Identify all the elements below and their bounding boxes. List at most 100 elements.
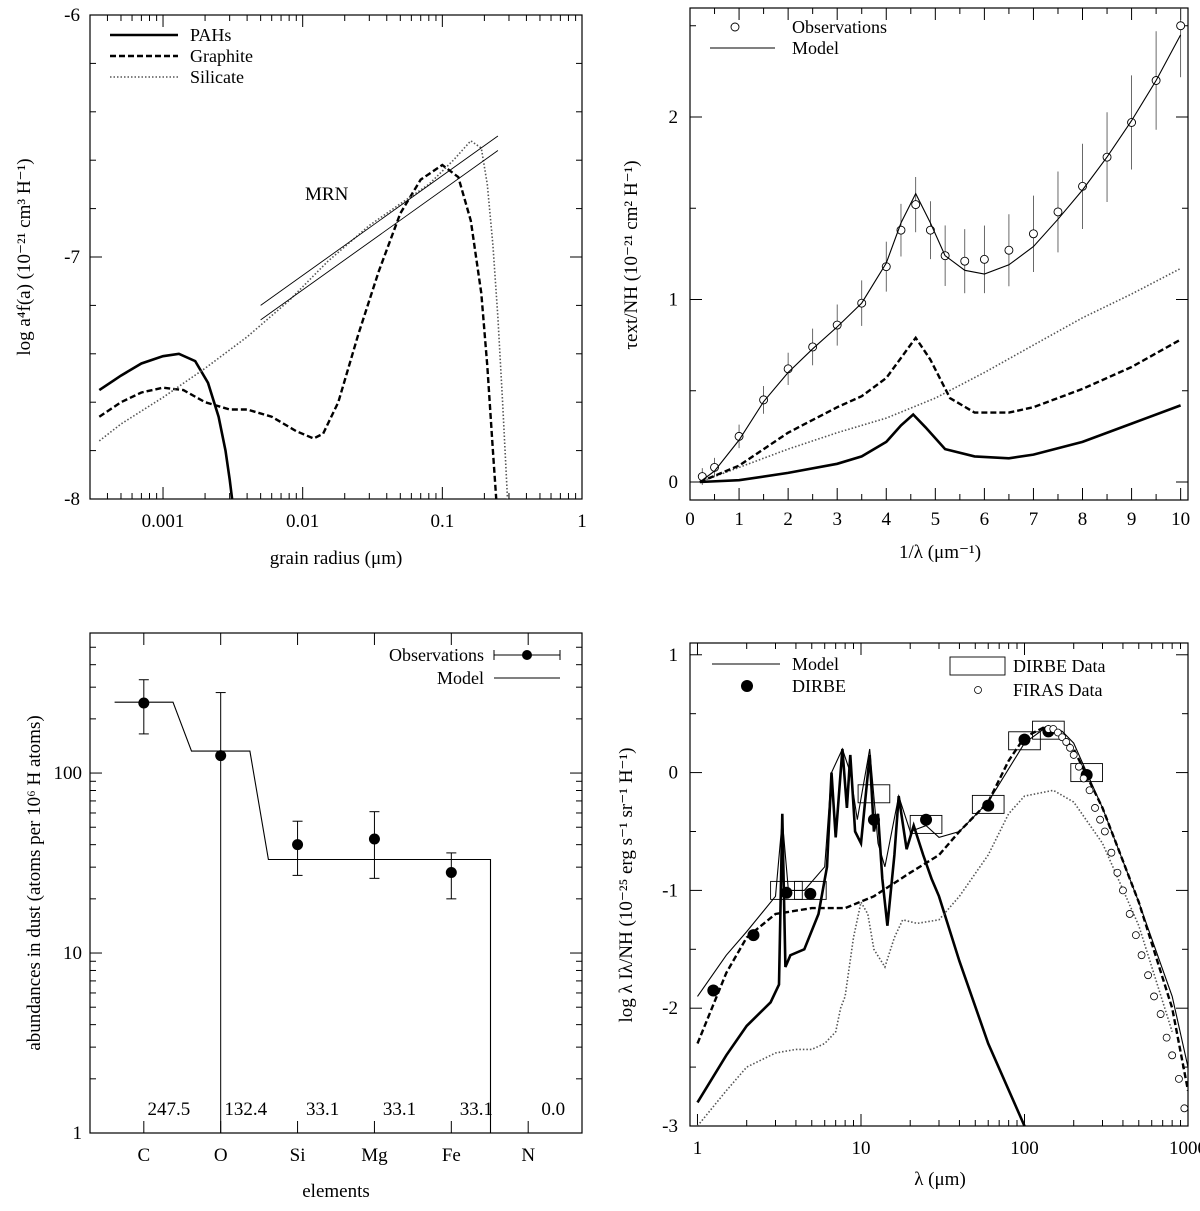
- series-group: [98, 135, 509, 499]
- x-tick-label: 8: [1078, 509, 1088, 530]
- dirbe-point: [920, 813, 933, 826]
- x-tick-label: 100: [1010, 1138, 1039, 1159]
- dirbe-point: [780, 886, 793, 899]
- series-line-pahs: [696, 748, 1026, 1126]
- y-axis-label: log λ Iλ/NH (10⁻²⁵ erg s⁻¹ sr⁻¹ H⁻¹): [616, 748, 637, 1023]
- y-tick-label: -8: [64, 489, 80, 510]
- legend-label: Observations: [792, 17, 887, 37]
- firas-point: [1085, 786, 1094, 795]
- x-tick-label: 10: [1171, 509, 1190, 530]
- x-tick-label: 0.01: [286, 511, 319, 532]
- firas-point: [1119, 886, 1127, 895]
- y-tick-label: 100: [54, 763, 83, 784]
- y-tick-label: 0: [669, 763, 679, 784]
- plot-frame: [89, 14, 583, 500]
- dirbe-point: [982, 799, 995, 812]
- series-line-model: [697, 724, 1188, 1068]
- x-tick-label: 0: [685, 509, 695, 530]
- y-tick-label: -2: [662, 998, 678, 1019]
- panel-grain-size-distribution: 0.001 0.01 0.1 1 -8 -7 -6 PAHsGraphiteSilicate…: [14, 5, 587, 569]
- legend-marker: [522, 650, 532, 660]
- x-tick-label: O: [214, 1145, 228, 1166]
- firas-point: [1113, 868, 1122, 877]
- legend-marker: [730, 22, 740, 32]
- plot-frame: [89, 632, 583, 1134]
- series-line-model: [699, 34, 1182, 483]
- legend-marker: [974, 686, 982, 694]
- observation-point: [138, 697, 150, 709]
- observation-point: [368, 833, 380, 845]
- observation-point: [1053, 207, 1063, 217]
- y-axis-label: abundances in dust (atoms per 10⁶ H atom…: [24, 715, 45, 1050]
- model-step-line: [114, 701, 492, 1133]
- y-tick-label: -7: [64, 247, 80, 268]
- x-tick-label: 6: [980, 509, 990, 530]
- firas-point: [1053, 728, 1062, 737]
- model-value-label: 132.4: [224, 1099, 267, 1120]
- legend-label: Model: [792, 38, 839, 58]
- x-tick-label: 4: [882, 509, 892, 530]
- x-axis-label: λ (μm): [914, 1169, 966, 1190]
- model-value-label: 247.5: [147, 1099, 190, 1120]
- x-tick-label: 9: [1127, 509, 1137, 530]
- legend-label: FIRAS Data: [1013, 680, 1103, 700]
- x-tick-label: 3: [832, 509, 842, 530]
- x-tick-label: 5: [931, 509, 941, 530]
- series-line-silicate: [699, 267, 1181, 483]
- firas-point: [1091, 804, 1099, 812]
- x-tick-label: Si: [290, 1145, 306, 1166]
- observation-point: [960, 256, 970, 266]
- legend-label: Silicate: [190, 67, 244, 87]
- firas-point: [1096, 815, 1104, 824]
- observation-point: [1176, 21, 1186, 31]
- x-tick-label: 1: [577, 511, 587, 532]
- mrn-line: [260, 150, 499, 321]
- dirbe-point: [747, 929, 760, 942]
- mrn-annotation: MRN: [305, 184, 349, 205]
- y-tick-label: 1: [669, 290, 679, 311]
- firas-point: [1137, 951, 1146, 960]
- legend-label: Model: [437, 668, 484, 688]
- x-tick-label: 2: [783, 509, 793, 530]
- dirbe-box: [1032, 720, 1065, 740]
- x-tick-label: 1: [693, 1138, 703, 1159]
- model-value-label: 0.0: [541, 1099, 565, 1120]
- dirbe-box: [857, 784, 891, 804]
- x-tick-label: 10: [851, 1138, 870, 1159]
- legend-label: Observations: [389, 645, 484, 665]
- observation-point: [832, 320, 842, 330]
- model-value-label: 33.1: [383, 1099, 416, 1120]
- x-axis-label: elements: [302, 1181, 370, 1202]
- observation-point: [445, 867, 457, 879]
- firas-point: [1125, 910, 1134, 918]
- firas-point: [1100, 827, 1109, 836]
- dirbe-box: [909, 814, 943, 834]
- series-line-silicate: [98, 139, 509, 499]
- x-tick-label: C: [137, 1145, 150, 1166]
- dirbe-box: [1070, 763, 1103, 783]
- observation-point: [759, 395, 769, 405]
- firas-point: [1069, 751, 1078, 759]
- y-axis-label: log a⁴f(a) (10⁻²¹ cm³ H⁻¹): [14, 158, 35, 355]
- observation-point: [979, 254, 989, 264]
- dirbe-box: [1008, 731, 1041, 751]
- legend-label: Model: [792, 654, 839, 674]
- dirbe-point: [804, 887, 817, 900]
- observation-point: [783, 364, 793, 374]
- legend: Observations Model: [389, 645, 561, 688]
- firas-point: [1162, 1033, 1171, 1042]
- y-tick-label: -3: [662, 1116, 678, 1137]
- series-line-silicate: [696, 789, 1173, 1126]
- dirbe-point: [1018, 733, 1031, 746]
- legend-marker: [949, 656, 1006, 676]
- x-axis-label: grain radius (μm): [270, 548, 403, 569]
- firas-point: [1144, 971, 1152, 980]
- panel-abundances: C O Si Mg Fe N 1 10 100 Observations Model 247.5 1…: [24, 632, 583, 1202]
- firas-point: [1107, 848, 1116, 857]
- series-line-pahs: [699, 404, 1182, 484]
- dirbe-point: [707, 984, 720, 997]
- legend-label: PAHs: [190, 25, 231, 45]
